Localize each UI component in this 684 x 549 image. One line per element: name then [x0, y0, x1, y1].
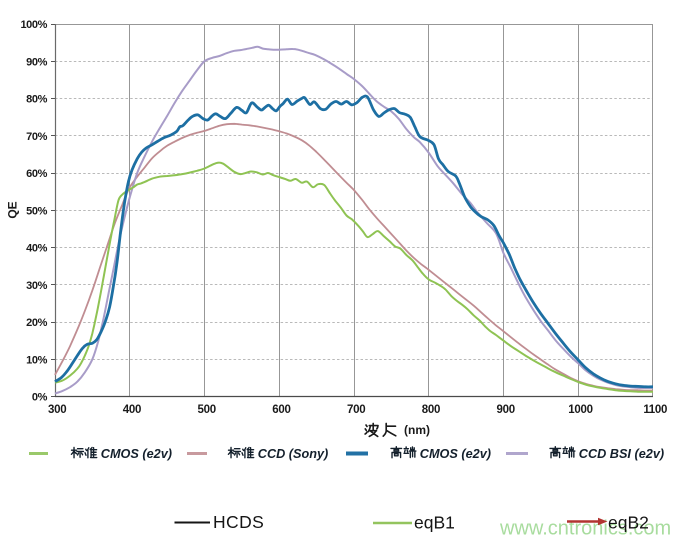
svg-text:(nm): (nm) — [404, 423, 430, 437]
svg-text:40%: 40% — [26, 243, 47, 255]
svg-text:60%: 60% — [26, 168, 47, 180]
svg-text:CMOS (e2v): CMOS (e2v) — [420, 447, 491, 461]
svg-text:0%: 0% — [32, 392, 48, 404]
svg-text:QE: QE — [6, 201, 20, 218]
svg-text:CCD (Sony): CCD (Sony) — [258, 447, 328, 461]
svg-text:400: 400 — [123, 404, 141, 416]
svg-text:700: 700 — [347, 404, 365, 416]
svg-text:90%: 90% — [26, 56, 47, 68]
svg-text:1000: 1000 — [568, 404, 592, 416]
svg-text:800: 800 — [422, 404, 440, 416]
svg-text:70%: 70% — [26, 131, 47, 143]
svg-text:20%: 20% — [26, 317, 47, 329]
svg-text:600: 600 — [272, 404, 290, 416]
svg-text:HCDS: HCDS — [213, 512, 264, 532]
svg-text:CCD BSI (e2v): CCD BSI (e2v) — [579, 447, 664, 461]
svg-text:900: 900 — [497, 404, 515, 416]
svg-text:300: 300 — [48, 404, 66, 416]
svg-text:50%: 50% — [26, 205, 47, 217]
svg-text:500: 500 — [198, 404, 216, 416]
svg-text:100%: 100% — [20, 19, 47, 31]
svg-text:eqB2: eqB2 — [608, 513, 649, 533]
svg-text:www.cntronics.com: www.cntronics.com — [499, 518, 671, 540]
svg-text:80%: 80% — [26, 94, 47, 106]
svg-text:1100: 1100 — [643, 404, 667, 416]
svg-text:10%: 10% — [26, 354, 47, 366]
svg-text:eqB1: eqB1 — [414, 513, 455, 533]
svg-text:30%: 30% — [26, 280, 47, 292]
svg-text:CMOS (e2v): CMOS (e2v) — [101, 447, 172, 461]
